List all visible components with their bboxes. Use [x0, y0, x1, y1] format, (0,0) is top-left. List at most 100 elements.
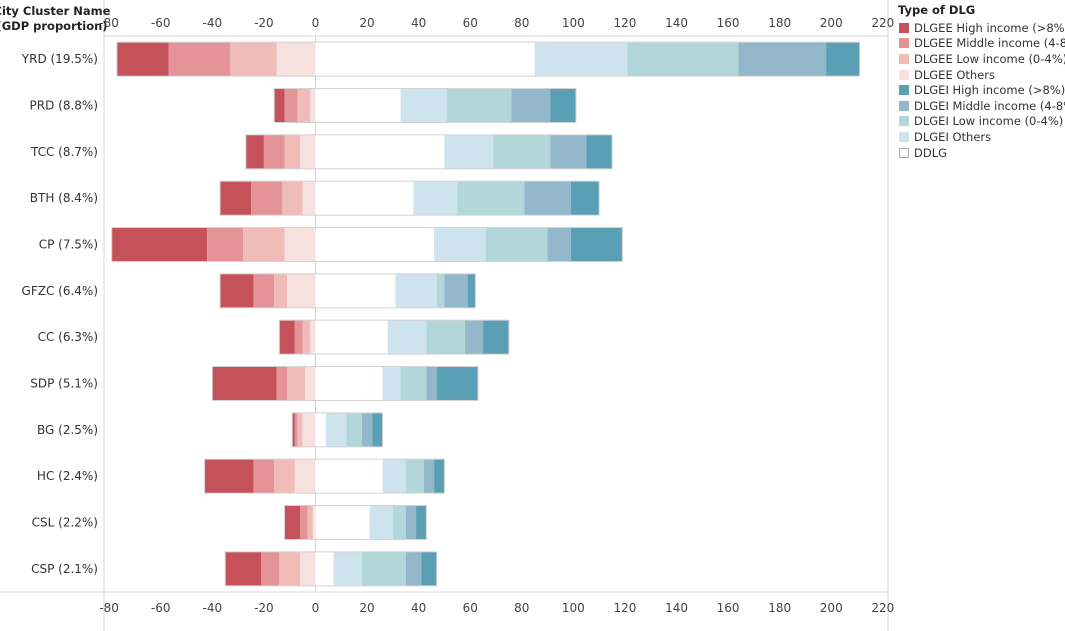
- bar-segment: [281, 181, 303, 216]
- bar-segment: [225, 551, 262, 586]
- bar-segment: [426, 320, 466, 355]
- x-tick-label-top: 80: [514, 16, 529, 30]
- x-tick-label-bottom: -80: [99, 601, 119, 615]
- bar-outline: [291, 412, 384, 448]
- bar-outline: [116, 41, 861, 77]
- bar-segment: [220, 181, 251, 216]
- bar-segment: [274, 459, 295, 494]
- bar-segment: [315, 273, 396, 308]
- bar-segment: [434, 227, 486, 262]
- bar-segment: [287, 366, 306, 401]
- bar-segment: [263, 134, 285, 169]
- bar-segment: [372, 412, 383, 447]
- legend-item: DLGEE Others: [899, 67, 1063, 83]
- legend-swatch: [899, 147, 909, 158]
- row-label: CC (6.3%): [38, 330, 98, 344]
- x-tick-label-bottom: 180: [768, 601, 791, 615]
- bar-segment: [245, 134, 264, 169]
- bar-segment: [405, 551, 422, 586]
- legend-swatch: [899, 69, 909, 80]
- x-tick-label-bottom: 220: [871, 601, 894, 615]
- x-tick-label-bottom: 120: [613, 601, 636, 615]
- bar-segment: [116, 42, 169, 77]
- bar-segment: [276, 42, 316, 77]
- legend-swatch: [899, 53, 909, 64]
- row-header-subtitle: (GDP proportion): [0, 19, 108, 33]
- bar-segment: [392, 505, 406, 540]
- bar-segment: [413, 181, 458, 216]
- x-tick-label-bottom: -40: [203, 601, 223, 615]
- x-tick-label-bottom: 40: [411, 601, 426, 615]
- bar-segment: [297, 88, 311, 123]
- bar-segment: [570, 227, 623, 262]
- bars: [111, 41, 861, 587]
- bar-segment: [826, 42, 860, 77]
- bottom-axis: -80 -60 -40 -20 0 20 40 60 80 100 120 140 160 180 200 2…: [99, 601, 894, 615]
- legend-item: DLGEE High income (>8%): [899, 20, 1065, 36]
- bar-segment: [382, 366, 401, 401]
- bar-segment: [292, 412, 295, 447]
- bar-outline: [224, 551, 438, 587]
- bar-segment: [369, 505, 393, 540]
- x-tick-label-top: 200: [820, 16, 843, 30]
- row-label: CSP (2.1%): [31, 562, 98, 576]
- x-tick-label-top: 160: [717, 16, 740, 30]
- bar-segment: [387, 320, 427, 355]
- bar-segment: [524, 181, 571, 216]
- bar-segment: [361, 551, 406, 586]
- x-tick-label-top: -20: [254, 16, 274, 30]
- bar-segment: [243, 227, 285, 262]
- bar-segment: [274, 88, 285, 123]
- x-tick-label-bottom: 0: [312, 601, 320, 615]
- legend-label: DDLG: [914, 145, 948, 160]
- bar-segment: [550, 88, 576, 123]
- bar-segment: [315, 181, 414, 216]
- x-tick-label-top: 120: [613, 16, 636, 30]
- bar-outline: [219, 273, 476, 309]
- x-tick-label-bottom: -60: [151, 601, 171, 615]
- bar-segment: [207, 227, 244, 262]
- bar-segment: [302, 320, 311, 355]
- legend-title: Type of DLG: [898, 3, 976, 17]
- legend-swatch: [899, 22, 909, 33]
- legend-items: DLGEE High income (>8%) DLGEE Middle inco…: [891, 20, 1065, 161]
- bar-segment: [436, 366, 478, 401]
- bar-segment: [416, 505, 427, 540]
- row-labels: YRD (19.5%) PRD (8.8%) TCC (8.7%) BTH (8.4%…: [21, 52, 98, 576]
- bar-segment: [300, 551, 316, 586]
- bar-outline: [219, 180, 600, 216]
- bar-segment: [483, 320, 509, 355]
- legend-item: DLGEI Middle income (4-8%): [899, 98, 1065, 114]
- x-tick-label-top: -60: [151, 16, 171, 30]
- bar-segment: [302, 181, 316, 216]
- x-tick-label-bottom: 140: [665, 601, 688, 615]
- bar-segment: [315, 134, 445, 169]
- bar-segment: [300, 134, 316, 169]
- bar-outline: [284, 505, 427, 540]
- bar-segment: [300, 505, 308, 540]
- bar-segment: [276, 366, 288, 401]
- bar-segment: [312, 505, 316, 540]
- bar-segment: [434, 459, 445, 494]
- bar-segment: [405, 505, 417, 540]
- bar-segment: [447, 88, 512, 123]
- bar-segment: [315, 366, 383, 401]
- legend-swatch: [899, 38, 909, 49]
- legend-label: DLGEE Others: [914, 67, 996, 82]
- bar-segment: [315, 459, 383, 494]
- row-label: GFZC (6.4%): [22, 284, 98, 298]
- row-label: CSL (2.2%): [32, 516, 98, 530]
- bar-segment: [294, 412, 298, 447]
- x-tick-label-top: 60: [463, 16, 478, 30]
- bar-segment: [511, 88, 551, 123]
- row-label: YRD (19.5%): [21, 52, 98, 66]
- bar-segment: [305, 366, 316, 401]
- row-label: TCC (8.7%): [30, 145, 98, 159]
- bar-segment: [297, 412, 303, 447]
- legend-item: DDLG: [899, 145, 1063, 161]
- bar-segment: [405, 459, 424, 494]
- legend-label: DLGEI Middle income (4-8%): [914, 98, 1065, 113]
- x-tick-label-top: 220: [871, 16, 894, 30]
- x-tick-label-bottom: 160: [717, 601, 740, 615]
- x-tick-label-top: -80: [99, 16, 119, 30]
